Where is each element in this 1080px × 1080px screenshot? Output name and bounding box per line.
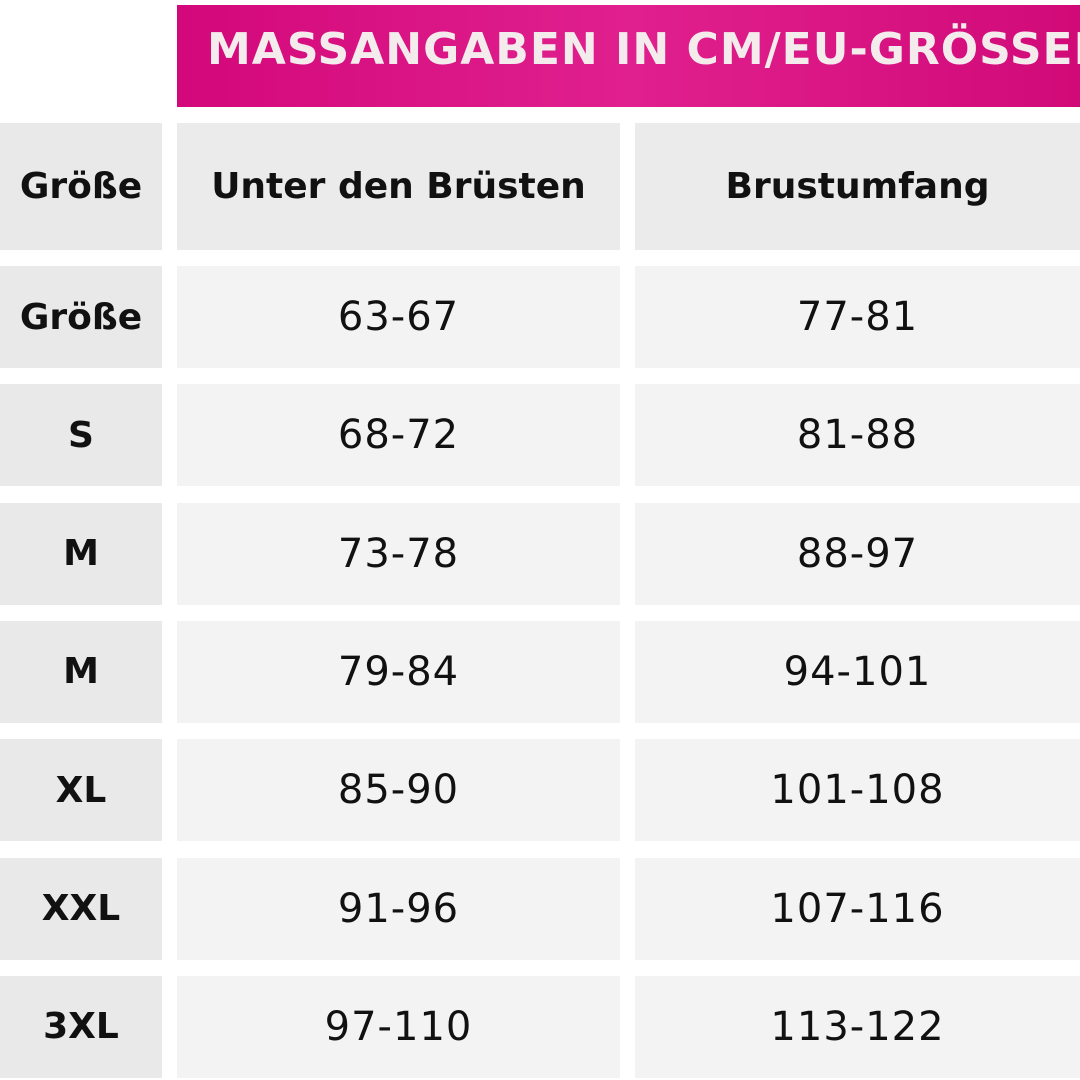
- value-cell: 68-72: [177, 384, 620, 487]
- value-cell: 79-84: [177, 620, 620, 723]
- title: MASSANGABEN IN CM/EU-GRÖSSEN: [207, 24, 1080, 75]
- value-cell: 77-81: [635, 266, 1080, 368]
- value-cell: 88-97: [635, 502, 1080, 605]
- header-cell: Größe: [0, 123, 162, 250]
- size-cell: M: [0, 620, 162, 723]
- value-cell: 85-90: [177, 739, 620, 842]
- size-cell: S: [0, 384, 162, 487]
- value-cell: 101-108: [635, 739, 1080, 842]
- value-cell: 97-110: [177, 975, 620, 1078]
- value-cell: 81-88: [635, 384, 1080, 487]
- header-cell: Unter den Brüsten: [177, 123, 620, 250]
- value-cell: 63-67: [177, 266, 620, 368]
- size-cell: XL: [0, 739, 162, 842]
- value-cell: 94-101: [635, 620, 1080, 723]
- value-cell: 113-122: [635, 975, 1080, 1078]
- title-banner: MASSANGABEN IN CM/EU-GRÖSSEN: [177, 5, 1080, 107]
- size-cell: M: [0, 502, 162, 605]
- size-cell: 3XL: [0, 975, 162, 1078]
- value-cell: 107-116: [635, 857, 1080, 960]
- value-cell: 73-78: [177, 502, 620, 605]
- size-cell: Größe: [0, 266, 162, 368]
- value-cell: 91-96: [177, 857, 620, 960]
- header-cell: Brustumfang: [635, 123, 1080, 250]
- size-cell: XXL: [0, 857, 162, 960]
